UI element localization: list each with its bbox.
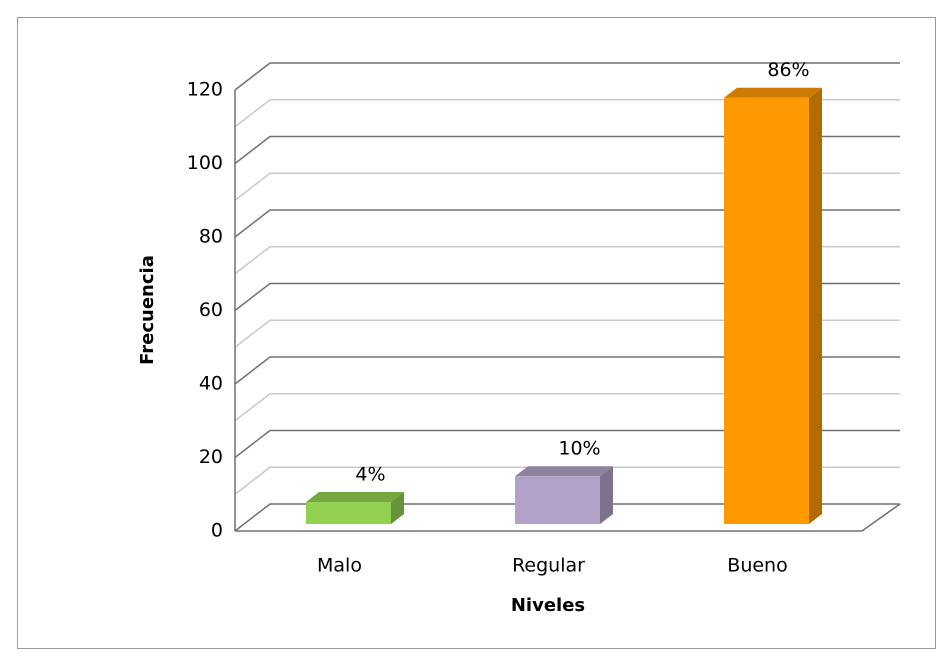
y-tick-label: 100 [187, 152, 223, 174]
bar-side [600, 466, 613, 524]
minor-grid-line [234, 99, 900, 128]
grid-line [234, 503, 900, 532]
minor-grid-line [234, 393, 900, 422]
y-axis-title: Frecuencia [137, 255, 158, 365]
x-tick-label: Bueno [727, 555, 787, 577]
bar-top [724, 87, 822, 98]
y-tick-label: 0 [211, 520, 223, 542]
grid-line [234, 282, 900, 312]
y-tick-label: 40 [199, 373, 223, 395]
value-label: 10% [558, 438, 600, 460]
y-tick-label: 60 [199, 299, 223, 321]
x-axis-title: Niveles [511, 595, 585, 616]
y-tick-label: 80 [199, 226, 223, 248]
minor-grid-line [234, 466, 900, 495]
grid-line [234, 209, 900, 238]
bar-top [515, 466, 613, 477]
grid-line [234, 356, 900, 385]
grid-line [234, 62, 900, 91]
grid-line [234, 135, 900, 165]
minor-grid-line [234, 172, 900, 201]
x-tick-label: Regular [512, 555, 585, 577]
value-label: 86% [767, 59, 809, 81]
bar-top [306, 491, 404, 502]
bar [515, 476, 600, 524]
minor-grid-line [234, 319, 900, 348]
grid-line [234, 429, 900, 459]
bar [724, 97, 809, 524]
floor-edge [235, 503, 901, 532]
x-tick-label: Malo [317, 555, 362, 577]
bar-side [809, 87, 822, 524]
bar-side [391, 491, 404, 524]
minor-grid-line [234, 246, 900, 275]
bar [306, 501, 391, 524]
y-tick-label: 120 [187, 79, 223, 101]
value-label: 4% [355, 463, 385, 485]
y-tick-label: 20 [199, 446, 223, 468]
